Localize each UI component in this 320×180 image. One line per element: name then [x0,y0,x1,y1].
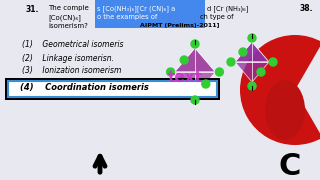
Circle shape [202,80,210,88]
Circle shape [257,68,265,76]
Polygon shape [175,72,215,96]
Text: (3)    Ionization isomerism: (3) Ionization isomerism [22,66,121,75]
Wedge shape [240,35,320,145]
Circle shape [215,68,223,76]
Circle shape [180,56,188,64]
Text: 38.: 38. [300,4,314,13]
Text: 31.: 31. [25,5,39,14]
Text: o the examples of: o the examples of [97,14,157,20]
Circle shape [248,34,256,42]
Bar [95,0,205,28]
Text: C: C [278,152,300,180]
Circle shape [167,68,175,76]
Circle shape [227,58,235,66]
Bar [5,78,220,100]
Polygon shape [235,62,269,82]
Text: ch type of: ch type of [200,14,234,20]
Polygon shape [175,48,215,72]
Text: AIPMT (Prelims)-2011]: AIPMT (Prelims)-2011] [140,23,220,28]
Ellipse shape [265,80,305,140]
Circle shape [191,96,199,104]
Text: (1)    Geometrical isomeris: (1) Geometrical isomeris [22,40,124,49]
Text: s [Co(NH₃)₆][Cr (CN)₆] a: s [Co(NH₃)₆][Cr (CN)₆] a [97,5,175,12]
Text: isomerism?: isomerism? [48,23,88,29]
Circle shape [191,40,199,48]
Circle shape [248,82,256,90]
Text: The comple: The comple [48,5,89,11]
Polygon shape [235,42,269,62]
Text: text: text [168,71,203,86]
Text: (2)    Linkage isomerisn.: (2) Linkage isomerisn. [22,54,114,63]
Text: (4)    Coordination isomeris: (4) Coordination isomeris [20,83,149,92]
Text: d [Cr (NH₃)₆]: d [Cr (NH₃)₆] [207,5,248,12]
Circle shape [239,48,247,56]
Bar [8,81,217,97]
Text: [Co(CN)₆]: [Co(CN)₆] [48,14,81,21]
Circle shape [269,58,277,66]
